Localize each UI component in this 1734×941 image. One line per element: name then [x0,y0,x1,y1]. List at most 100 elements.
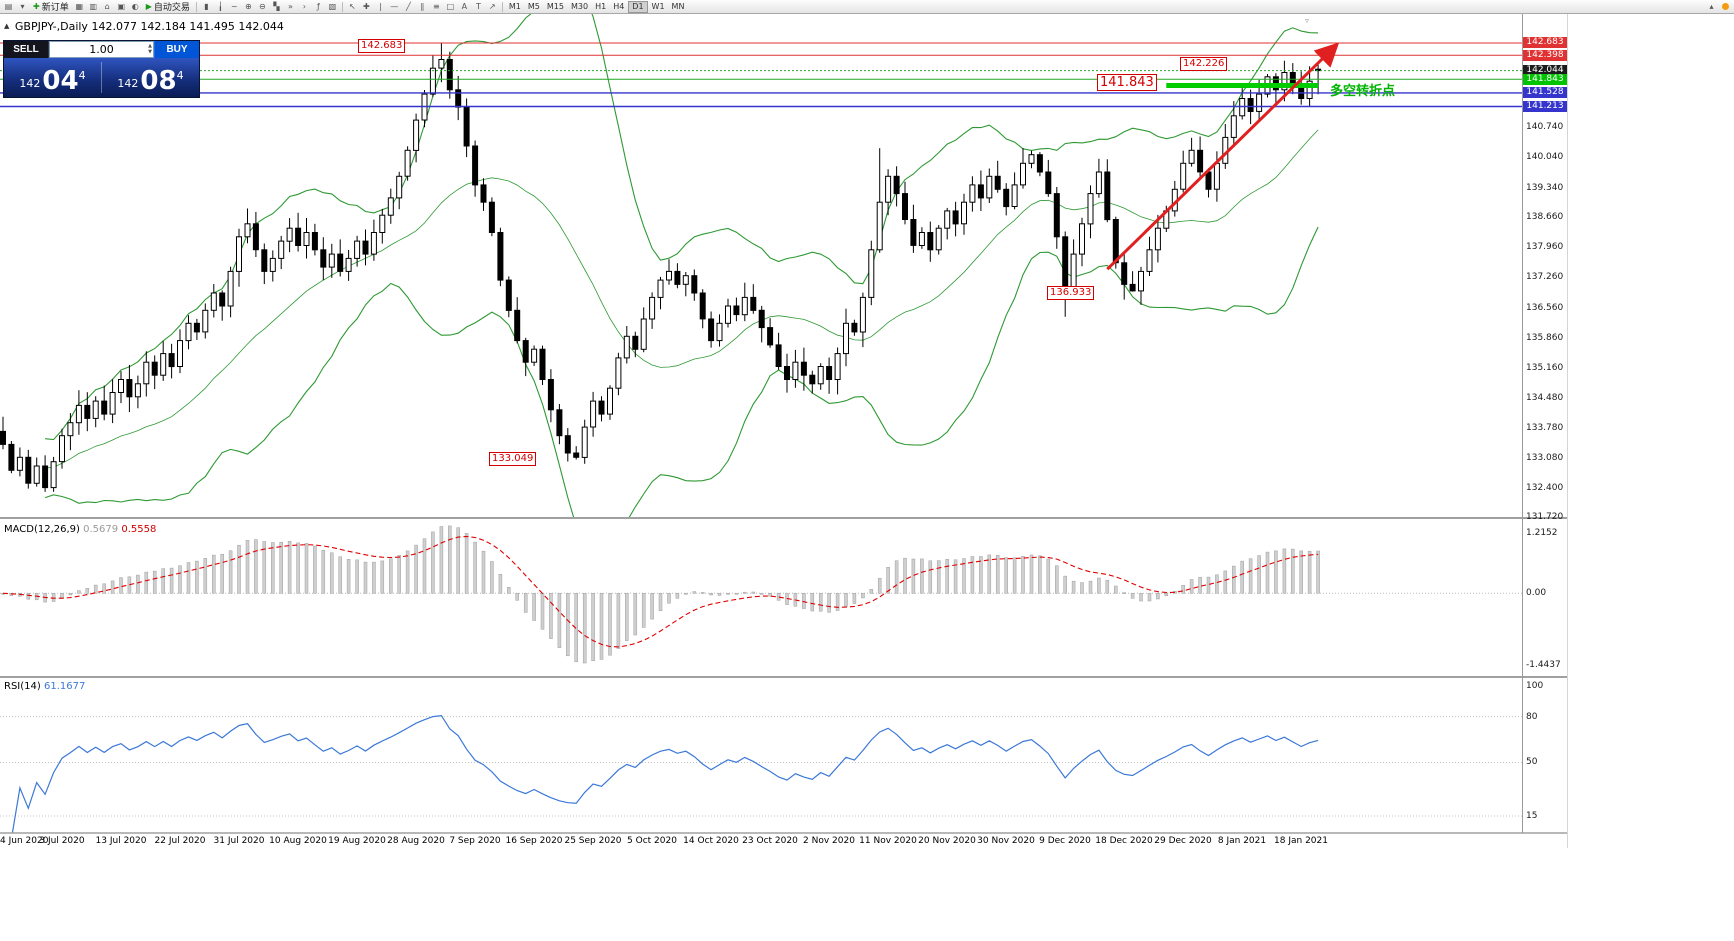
chart-shift-icon[interactable]: › [302,2,306,11]
macd-histogram-bar [220,553,224,594]
new-chart-icon[interactable]: ▤ [4,2,13,11]
line-chart-icon[interactable]: ~ [231,2,238,11]
community-icon[interactable] [1719,1,1732,13]
price-axis-chip-141.528: 141.528 [1523,87,1567,98]
macd-signal-value: 0.5558 [121,524,157,535]
candle-body [185,322,192,342]
label-icon[interactable]: T [475,2,481,11]
x-axis-label: 13 Jul 2020 [95,836,147,846]
timeframe-M30[interactable]: M30 [570,1,589,11]
volume-field[interactable]: 1.00 ▲ ▼ [49,41,154,58]
tile-windows-icon[interactable]: ▚ [273,2,280,11]
price-axis-tick: 131.720 [1526,512,1564,522]
macd-histogram-bar [616,593,621,649]
timeframe-H4[interactable]: H4 [613,1,625,11]
navigator-icon[interactable]: ⌂ [104,2,110,11]
candle-body [429,67,436,95]
vertical-line-icon[interactable]: | [379,2,382,11]
symbol-ohlc: 142.077 142.184 141.495 142.044 [91,20,284,33]
macd-histogram-bar [1038,555,1042,594]
buy-price-head: 142 [117,77,139,90]
zoom-in-icon[interactable]: ⊕ [245,2,252,11]
price-axis-chip-141.213: 141.213 [1523,101,1567,112]
collapse-toolbar-icon[interactable]: ▴ [1709,2,1714,11]
macd-histogram-bar [389,558,393,594]
timeframe-H1[interactable]: H1 [595,1,607,11]
chart-profiles-icon[interactable]: ▾ [20,2,25,11]
arrows-icon[interactable]: ↗ [489,2,496,11]
timeframe-W1[interactable]: W1 [651,1,665,11]
timeframe-D1[interactable]: D1 [628,0,648,13]
price-annotation[interactable]: 141.843 [1097,74,1157,91]
macd-histogram-bar [1181,585,1185,594]
cursor-icon[interactable]: ↖ [349,2,356,11]
chart-end-marker: ▿ [1305,16,1310,25]
price-axis-tick: 135.860 [1526,333,1564,343]
text-icon[interactable]: A [461,2,468,11]
rsi-layer [0,714,1522,833]
macd-histogram-bar [405,550,410,594]
candle-body [691,275,698,294]
price-chart-svg[interactable] [0,0,1568,848]
macd-histogram-bar [144,571,149,594]
horizontal-line-icon[interactable]: — [390,2,399,11]
terminal-icon[interactable]: ▣ [117,2,125,11]
data-window-icon[interactable]: ▥ [89,2,97,11]
crosshair-icon[interactable]: ✚ [363,2,370,11]
price-annotation[interactable]: 142.226 [1180,57,1228,71]
templates-icon[interactable]: ▧ [328,2,337,11]
price-axis-tick: 133.080 [1526,453,1564,463]
spinner-up-icon[interactable]: ▲ [148,43,152,49]
market-watch-icon[interactable]: ▦ [75,2,83,11]
sell-price: 142 04 4 [4,58,101,97]
macd-histogram-bar [818,593,823,612]
strategy-tester-icon[interactable]: ◐ [131,2,139,11]
macd-histogram-bar [1164,593,1169,596]
collapse-panel-icon[interactable]: ▲ [4,22,10,30]
candle-body [75,404,82,424]
quote-display[interactable]: 142 04 4 142 08 4 [4,58,199,97]
price-annotation[interactable]: 142.683 [358,39,406,53]
bar-chart-icon[interactable]: ▮ [204,2,209,11]
zoom-out-icon[interactable]: ⊖ [259,2,266,11]
trendline-icon[interactable]: ╱ [405,2,411,11]
trend-arrow[interactable] [1106,42,1340,271]
candle-body [387,197,394,216]
macd-histogram-bar [203,558,208,594]
timeframe-M15[interactable]: M15 [546,1,564,11]
autotrading-button[interactable]: ▶ 自动交易 [143,1,193,13]
macd-layer [0,525,1522,664]
price-annotation[interactable]: 133.049 [489,452,537,466]
macd-histogram-bar [439,526,444,594]
buy-button[interactable]: BUY [154,41,199,58]
candle-body [522,340,529,363]
timeframe-M1[interactable]: M1 [508,1,521,11]
new-order-label: 新订单 [41,2,69,12]
spinner-down-icon[interactable]: ▼ [148,49,152,55]
macd-histogram-bar [979,556,983,594]
fibonacci-icon[interactable]: ≡ [433,2,440,11]
macd-histogram-bar [675,593,680,599]
candle-body [505,279,512,311]
volume-spinner[interactable]: ▲ ▼ [148,43,152,55]
sell-button[interactable]: SELL [4,41,49,58]
volume-value: 1.00 [89,43,114,56]
candle-body [547,379,554,411]
auto-scroll-icon[interactable]: » [287,2,293,11]
timeframe-M5[interactable]: M5 [527,1,540,11]
new-order-button[interactable]: ✚ 新订单 [30,1,72,13]
timeframe-MN[interactable]: MN [671,1,685,11]
price-axis-tick: 140.740 [1526,122,1564,132]
indicators-icon[interactable]: ƒ [316,2,320,11]
candle-body [607,387,613,415]
macd-name: MACD(12,26,9) [4,524,80,535]
candle-body [1045,171,1052,195]
macd-histogram-bar [1215,574,1219,594]
channel-icon[interactable]: ∥ [420,2,425,11]
shapes-icon[interactable]: □ [446,2,455,11]
candle-body [564,435,571,454]
toolbar-separator [341,1,343,12]
candle-body [67,422,74,437]
price-annotation[interactable]: 136.933 [1047,286,1095,300]
candlestick-chart-icon[interactable]: ╽ [217,2,223,11]
